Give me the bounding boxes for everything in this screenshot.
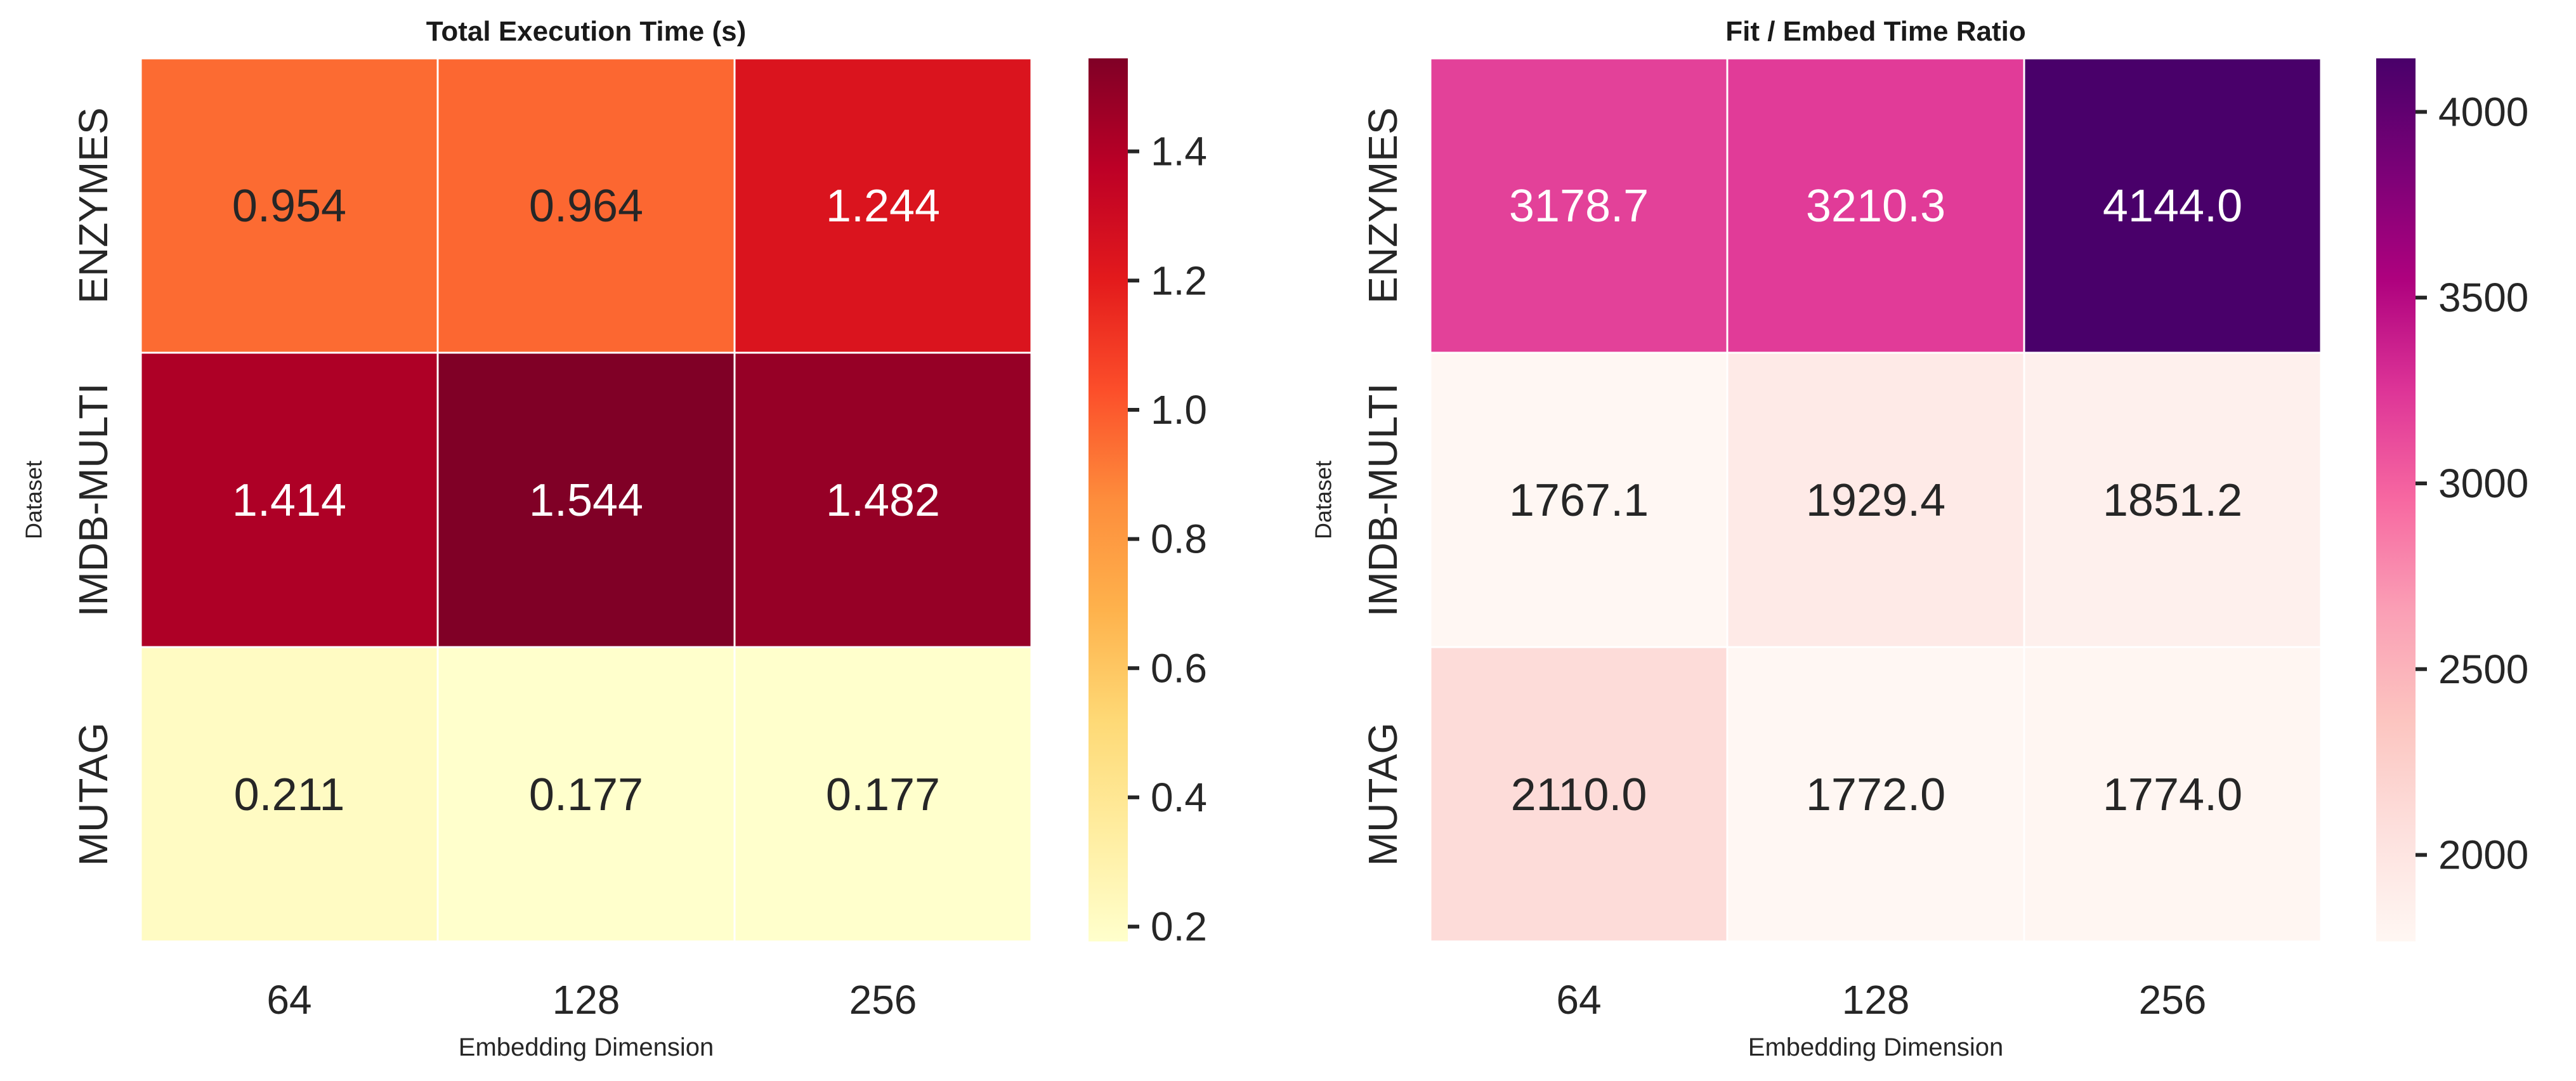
heatmap-cell xyxy=(1429,351,1729,648)
colorbar-tick-label: 1.2 xyxy=(1151,258,1207,303)
x-tick-label: 256 xyxy=(2139,977,2207,1023)
cell-value-label: 3210.3 xyxy=(1806,181,1945,232)
cell-value-label: 2110.0 xyxy=(1511,770,1647,820)
heatmap-cell xyxy=(2023,646,2322,943)
cell-value-label: 1.482 xyxy=(826,475,940,526)
cell-value-label: 0.954 xyxy=(232,181,346,232)
cell-value-label: 1.244 xyxy=(826,181,940,232)
colorbar xyxy=(2376,58,2416,941)
heatmap-cell xyxy=(733,351,1033,648)
colorbar-tick-label: 3500 xyxy=(2438,275,2528,320)
colorbar-tick-label: 0.2 xyxy=(1151,904,1207,950)
cell-value-label: 0.177 xyxy=(826,770,940,820)
colorbar-tick-label: 1.0 xyxy=(1151,387,1207,433)
x-tick-label: 128 xyxy=(552,977,620,1023)
chart-title: Fit / Embed Time Ratio xyxy=(1725,16,2025,47)
heatmap-cell xyxy=(1726,646,2025,943)
cell-value-label: 0.211 xyxy=(234,770,345,820)
heatmap-cell xyxy=(1429,646,1729,943)
cell-value-label: 1.544 xyxy=(529,475,643,526)
x-tick-label: 128 xyxy=(1842,977,1910,1023)
heatmap-panel-2: Fit / Embed Time Ratio 3178.7 3210.3 4144.0… xyxy=(1311,16,2529,1061)
heatmap-cell xyxy=(733,646,1033,943)
colorbar-tick-label: 4000 xyxy=(2438,89,2528,134)
cell-value-label: 4144.0 xyxy=(2103,181,2242,232)
cell-value-label: 1.414 xyxy=(232,475,346,526)
x-axis-label: Embedding Dimension xyxy=(459,1033,714,1061)
heatmap-cell xyxy=(140,57,439,354)
x-axis-label: Embedding Dimension xyxy=(1748,1033,2003,1061)
cell-value-label: 1767.1 xyxy=(1509,475,1649,526)
cell-value-label: 3178.7 xyxy=(1509,181,1649,232)
colorbar-tick-label: 3000 xyxy=(2438,461,2528,506)
cell-value-label: 1929.4 xyxy=(1806,475,1945,526)
heatmap-panel-1: Total Execution Time (s) 0.954 0.964 1.244 1… xyxy=(21,16,1207,1061)
colorbar-tick-label: 0.6 xyxy=(1151,645,1207,691)
x-tick-label: 64 xyxy=(266,977,311,1023)
heatmap-cell xyxy=(733,57,1033,354)
heatmap-cell xyxy=(436,351,736,648)
heatmap-cell xyxy=(436,646,736,943)
colorbar-tick-label: 1.4 xyxy=(1151,129,1207,174)
y-axis-label: Dataset xyxy=(21,461,47,539)
colorbar-tick-label: 0.8 xyxy=(1151,516,1207,562)
colorbar xyxy=(1089,58,1128,941)
heatmap-cell xyxy=(140,646,439,943)
heatmap-cell xyxy=(1429,57,1729,354)
x-tick-label: 256 xyxy=(849,977,917,1023)
cell-value-label: 1774.0 xyxy=(2103,770,2242,820)
cell-value-label: 0.177 xyxy=(529,770,643,820)
heatmap-cell xyxy=(1726,351,2025,648)
colorbar-tick-label: 2000 xyxy=(2438,832,2528,878)
x-tick-label: 64 xyxy=(1556,977,1601,1023)
y-tick-label: IMDB-MULTI xyxy=(1360,383,1406,617)
cell-value-label: 1851.2 xyxy=(2103,475,2242,526)
y-tick-label: ENZYMES xyxy=(70,107,116,303)
colorbar-tick-label: 0.4 xyxy=(1151,775,1207,820)
heatmap-cell xyxy=(1726,57,2025,354)
y-axis-label: Dataset xyxy=(1311,461,1337,539)
cell-value-label: 0.964 xyxy=(529,181,643,232)
heatmap-cell xyxy=(2023,351,2322,648)
heatmap-cell xyxy=(140,351,439,648)
heatmap-cell xyxy=(436,57,736,354)
y-tick-label: MUTAG xyxy=(1360,723,1406,866)
y-tick-label: MUTAG xyxy=(70,723,116,866)
chart-title: Total Execution Time (s) xyxy=(426,16,746,47)
cell-value-label: 1772.0 xyxy=(1806,770,1945,820)
y-tick-label: ENZYMES xyxy=(1360,107,1406,303)
heatmap-cell xyxy=(2023,57,2322,354)
y-tick-label: IMDB-MULTI xyxy=(70,383,116,617)
colorbar-tick-label: 2500 xyxy=(2438,646,2528,692)
